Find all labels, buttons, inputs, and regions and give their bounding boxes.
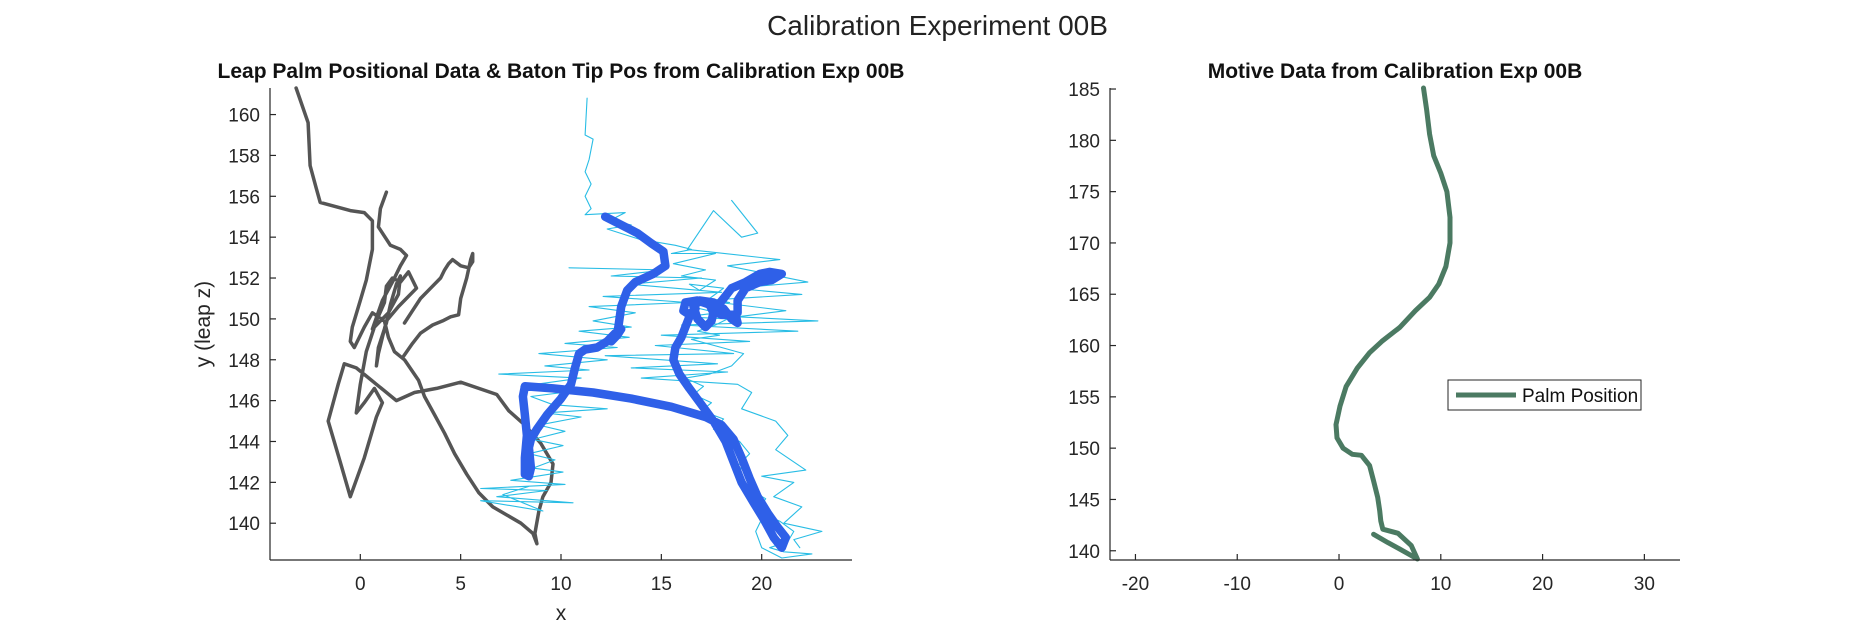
motive-y-tick-label: 165 xyxy=(1068,285,1100,306)
leap-y-tick-label: 144 xyxy=(228,432,260,453)
leap-y-tick-label: 142 xyxy=(228,473,260,494)
leap-axes: Leap Palm Positional Data & Baton Tip Po… xyxy=(192,60,904,625)
leap-y-tick-label: 152 xyxy=(228,269,260,290)
motive-x-tick-label: -10 xyxy=(1223,574,1250,595)
motive-axes: Motive Data from Calibration Exp 00B -20 -… xyxy=(1068,60,1680,595)
figure-title: Calibration Experiment 00B xyxy=(767,10,1108,41)
leap-y-tick-label: 156 xyxy=(228,187,260,208)
motive-series-group xyxy=(1333,85,1453,562)
leap-y-tick-label: 140 xyxy=(228,514,260,535)
motive-y-tick-label: 180 xyxy=(1068,131,1100,152)
leap-series-line-3 xyxy=(604,199,823,549)
motive-legend: Palm Position xyxy=(1447,379,1642,411)
leap-y-tick-label: 158 xyxy=(228,146,260,167)
motive-x-tick-label: 30 xyxy=(1634,574,1655,595)
leap-x-tick-label: 0 xyxy=(355,574,366,595)
motive-y-tick-label: 145 xyxy=(1068,490,1100,511)
motive-y-tick-label: 150 xyxy=(1068,439,1100,460)
motive-y-tick-label: 140 xyxy=(1068,542,1100,563)
motive-y-tick-label: 160 xyxy=(1068,337,1100,358)
motive-y-tick-label: 175 xyxy=(1068,183,1100,204)
motive-legend-box xyxy=(1447,379,1642,411)
leap-x-tick-label: 5 xyxy=(455,574,466,595)
leap-x-tick-label: 15 xyxy=(651,574,672,595)
leap-x-tick-label: 10 xyxy=(550,574,571,595)
motive-chart-title: Motive Data from Calibration Exp 00B xyxy=(1208,60,1583,83)
motive-y-tick-label: 155 xyxy=(1068,388,1100,409)
leap-y-tick-label: 148 xyxy=(228,351,260,372)
motive-x-tick-label: -20 xyxy=(1122,574,1149,595)
leap-y-tick-label: 160 xyxy=(228,106,260,127)
leap-chart-title: Leap Palm Positional Data & Baton Tip Po… xyxy=(218,60,905,83)
motive-x-tick-label: 10 xyxy=(1430,574,1451,595)
leap-x-axis-label: x xyxy=(556,602,567,625)
leap-y-tick-label: 150 xyxy=(228,310,260,331)
leap-y-tick-label: 146 xyxy=(228,392,260,413)
motive-legend-label: Palm Position xyxy=(1522,386,1638,407)
motive-y-tick-label: 185 xyxy=(1068,80,1100,101)
motive-x-tick-label: 20 xyxy=(1532,574,1553,595)
leap-series-line-5 xyxy=(518,212,791,552)
leap-series-group xyxy=(294,86,823,559)
motive-y-tick-label: 170 xyxy=(1068,234,1100,255)
motive-series-line-0 xyxy=(1333,85,1453,562)
leap-y-axis-label: y (leap z) xyxy=(192,281,215,367)
leap-x-tick-label: 20 xyxy=(751,574,772,595)
leap-y-tick-label: 154 xyxy=(228,228,260,249)
leap-series-line-1 xyxy=(400,251,475,360)
motive-x-tick-label: 0 xyxy=(1334,574,1345,595)
leap-series-line-0 xyxy=(294,86,555,546)
